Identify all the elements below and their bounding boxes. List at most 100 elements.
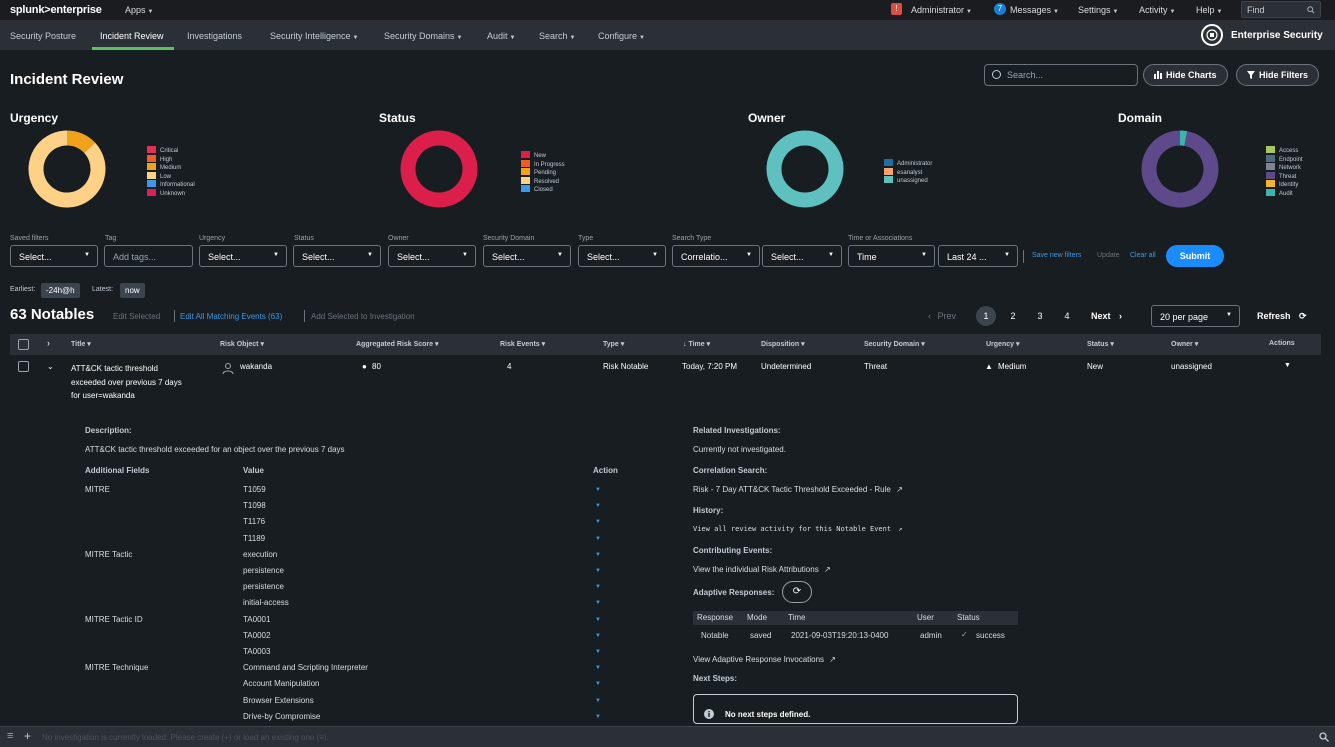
legend-item-informational[interactable]: Informational xyxy=(147,180,195,189)
add-selected-to-investigation-link[interactable]: Add Selected to Investigation xyxy=(311,312,415,321)
column-risk-object[interactable]: Risk Object ▾ xyxy=(220,340,264,348)
field-action-dropdown[interactable]: ▼ xyxy=(595,487,601,493)
donut-segment-unassigned[interactable] xyxy=(766,130,844,208)
field-action-dropdown[interactable]: ▼ xyxy=(595,632,601,639)
legend-item-critical[interactable]: Critical xyxy=(147,146,195,155)
legend-item-in-progress[interactable]: In Progress xyxy=(521,159,565,169)
donut-segment-medium[interactable] xyxy=(66,130,96,154)
column-title[interactable]: Title ▾ xyxy=(71,340,91,348)
field-action-dropdown[interactable]: ▼ xyxy=(595,584,601,591)
legend-item-network[interactable]: Network xyxy=(1266,163,1303,172)
legend-item-threat[interactable]: Threat xyxy=(1266,171,1303,181)
nav-audit[interactable]: Audit ▼ xyxy=(487,31,515,41)
column-owner[interactable]: Owner ▾ xyxy=(1171,340,1198,348)
ar-response-link[interactable]: Notable xyxy=(701,631,729,640)
donut-segment-threat[interactable] xyxy=(1141,130,1219,208)
security-domain-select[interactable]: Select... ▼ xyxy=(483,245,571,267)
column-time[interactable]: ↓ Time ▾ xyxy=(683,340,710,348)
field-action-dropdown[interactable]: ▼ xyxy=(595,697,601,704)
messages-menu[interactable]: Messages ▼ xyxy=(1010,5,1059,15)
history-link[interactable]: View all review activity for this Notabl… xyxy=(693,525,903,533)
legend-item-endpoint[interactable]: Endpoint xyxy=(1266,154,1303,164)
donut-segment-audit[interactable] xyxy=(1179,130,1188,146)
urgency-donut-chart[interactable] xyxy=(28,130,106,208)
legend-item-resolved[interactable]: Resolved xyxy=(521,176,565,186)
expand-all-icon[interactable]: › xyxy=(47,338,50,348)
correlation-search-link[interactable]: Risk - 7 Day ATT&CK Tactic Threshold Exc… xyxy=(693,485,903,494)
legend-item-unassigned[interactable]: unassigned xyxy=(884,176,932,185)
save-new-filters-link[interactable]: Save new filters xyxy=(1032,252,1082,259)
hide-charts-button[interactable]: Hide Charts xyxy=(1143,64,1228,86)
column-disposition[interactable]: Disposition ▾ xyxy=(761,340,805,348)
legend-item-new[interactable]: New xyxy=(521,151,565,160)
nav-security-domains[interactable]: Security Domains ▼ xyxy=(384,31,462,41)
legend-item-esanalyst[interactable]: esanalyst xyxy=(884,167,932,177)
page-1-button[interactable]: 1 xyxy=(976,306,996,326)
row-actions-dropdown[interactable]: ▼ xyxy=(1284,362,1291,369)
field-action-dropdown[interactable]: ▼ xyxy=(595,600,601,607)
edit-selected-link[interactable]: Edit Selected xyxy=(113,312,161,321)
collapse-row-icon[interactable]: ⌄ xyxy=(47,362,54,371)
edit-all-matching-link[interactable]: Edit All Matching Events (63) xyxy=(180,312,283,321)
donut-segment-new[interactable] xyxy=(400,130,478,208)
column-aggregated-risk-score[interactable]: Aggregated Risk Score ▾ xyxy=(356,340,439,348)
search-type-secondary-select[interactable]: Select... ▼ xyxy=(762,245,842,267)
submit-button[interactable]: Submit xyxy=(1166,245,1224,267)
legend-item-administrator[interactable]: Administrator xyxy=(884,159,932,168)
update-link[interactable]: Update xyxy=(1097,252,1120,259)
nav-incident-review[interactable]: Incident Review xyxy=(100,31,164,41)
page-4-button[interactable]: 4 xyxy=(1064,311,1070,321)
add-investigation-icon[interactable]: + xyxy=(24,729,32,743)
zoom-icon[interactable] xyxy=(1319,732,1329,742)
splunk-logo[interactable]: splunk>enterprise xyxy=(10,4,102,16)
field-action-dropdown[interactable]: ▼ xyxy=(595,551,601,558)
nav-security-posture[interactable]: Security Posture xyxy=(10,31,77,41)
field-action-dropdown[interactable]: ▼ xyxy=(595,519,601,526)
column-urgency[interactable]: Urgency ▾ xyxy=(986,340,1019,348)
field-action-dropdown[interactable]: ▼ xyxy=(595,649,601,655)
owner-donut-chart[interactable] xyxy=(766,130,844,208)
row-risk-object[interactable]: wakanda xyxy=(240,362,273,371)
nav-security-intelligence[interactable]: Security Intelligence ▼ xyxy=(270,31,359,41)
time-select[interactable]: Time ▼ xyxy=(848,245,935,267)
alert-badge[interactable]: ! xyxy=(891,3,902,15)
field-action-dropdown[interactable]: ▼ xyxy=(595,681,601,688)
field-action-dropdown[interactable]: ▼ xyxy=(595,568,601,574)
row-checkbox[interactable] xyxy=(18,361,29,372)
status-donut-chart[interactable] xyxy=(400,130,478,208)
legend-item-access[interactable]: Access xyxy=(1266,146,1303,155)
search-type-select[interactable]: Correlatio... ▼ xyxy=(672,245,760,267)
row-title[interactable]: ATT&CK tactic threshold exceeded over pr… xyxy=(71,362,211,403)
find-input[interactable]: Find xyxy=(1241,1,1321,18)
per-page-select[interactable]: 20 per page ▼ xyxy=(1151,305,1240,327)
column-status[interactable]: Status ▾ xyxy=(1087,340,1114,348)
settings-menu[interactable]: Settings ▼ xyxy=(1078,5,1118,15)
page-2-button[interactable]: 2 xyxy=(1010,311,1016,321)
next-page-button[interactable]: Next › xyxy=(1091,311,1122,321)
contributing-events-link[interactable]: View the individual Risk Attributions ↗ xyxy=(693,565,831,574)
field-action-dropdown[interactable]: ▼ xyxy=(595,713,601,720)
legend-item-audit[interactable]: Audit xyxy=(1266,188,1303,198)
legend-item-low[interactable]: Low xyxy=(147,171,195,181)
nav-investigations[interactable]: Investigations xyxy=(187,31,243,41)
urgency-select[interactable]: Select... ▼ xyxy=(199,245,287,267)
field-action-dropdown[interactable]: ▼ xyxy=(595,616,601,623)
field-action-dropdown[interactable]: ▼ xyxy=(595,535,601,542)
administrator-menu[interactable]: Administrator ▼ xyxy=(911,5,972,15)
nav-configure[interactable]: Configure ▼ xyxy=(598,31,645,41)
legend-item-medium[interactable]: Medium xyxy=(147,163,195,172)
saved-filters-select[interactable]: Select... ▼ xyxy=(10,245,98,267)
activity-menu[interactable]: Activity ▼ xyxy=(1139,5,1175,15)
field-action-dropdown[interactable]: ▼ xyxy=(595,503,601,510)
owner-select[interactable]: Select... ▼ xyxy=(388,245,476,267)
tag-input[interactable]: Add tags... xyxy=(104,245,193,267)
column-security-domain[interactable]: Security Domain ▾ xyxy=(864,340,925,348)
domain-donut-chart[interactable] xyxy=(1141,130,1219,208)
prev-page-button[interactable]: ‹ Prev xyxy=(928,311,956,321)
messages-count-badge[interactable]: 7 xyxy=(994,3,1006,15)
search-input[interactable]: Search... xyxy=(984,64,1138,86)
row-risk-events-link[interactable]: 4 xyxy=(507,362,512,371)
donut-segment-low[interactable] xyxy=(28,130,106,208)
field-action-dropdown[interactable]: ▼ xyxy=(595,665,601,672)
view-adaptive-response-invocations-link[interactable]: View Adaptive Response Invocations ↗ xyxy=(693,655,836,664)
